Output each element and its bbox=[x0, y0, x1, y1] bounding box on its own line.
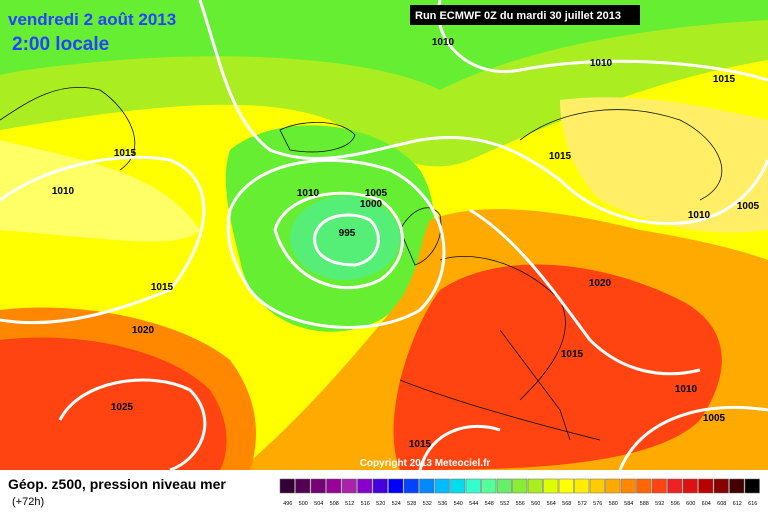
legend-label: 568 bbox=[562, 501, 571, 507]
legend-swatch bbox=[636, 478, 652, 494]
legend-label: 520 bbox=[376, 501, 385, 507]
isobar-label: 1005 bbox=[737, 201, 760, 212]
legend-swatch bbox=[729, 478, 745, 494]
legend-swatch bbox=[713, 478, 729, 494]
legend-label: 596 bbox=[671, 501, 680, 507]
legend-label: 508 bbox=[330, 501, 339, 507]
run-box bbox=[410, 5, 640, 25]
legend-label: 588 bbox=[640, 501, 649, 507]
legend-label: 584 bbox=[624, 501, 633, 507]
legend-label: 496 bbox=[283, 501, 292, 507]
legend-label: 516 bbox=[361, 501, 370, 507]
legend-label: 536 bbox=[438, 501, 447, 507]
legend-swatch bbox=[357, 478, 373, 494]
isobar-label: 1005 bbox=[365, 188, 388, 199]
isobar-label: 1015 bbox=[114, 148, 137, 159]
isobar-label: 1010 bbox=[297, 188, 320, 199]
legend-label: 544 bbox=[469, 501, 478, 507]
isobars bbox=[0, 0, 768, 472]
legend-swatch bbox=[667, 478, 683, 494]
legend-swatch bbox=[295, 478, 311, 494]
legend-swatch bbox=[620, 478, 636, 494]
isobar-label: 1005 bbox=[703, 413, 726, 424]
legend-swatch bbox=[496, 478, 512, 494]
legend-label: 564 bbox=[547, 501, 556, 507]
legend-label: 572 bbox=[578, 501, 587, 507]
legend-swatch bbox=[744, 478, 760, 494]
isobar-label: 1010 bbox=[688, 210, 711, 221]
isobar-label: 1010 bbox=[52, 186, 75, 197]
legend-swatch bbox=[341, 478, 357, 494]
legend-swatch bbox=[527, 478, 543, 494]
legend-swatch bbox=[419, 478, 435, 494]
time-text: 2:00 locale bbox=[12, 34, 109, 55]
legend-label: 552 bbox=[500, 501, 509, 507]
legend-swatch bbox=[558, 478, 574, 494]
isobar-label: 1010 bbox=[675, 384, 698, 395]
legend-swatch bbox=[512, 478, 528, 494]
isobar-label: 1020 bbox=[589, 278, 612, 289]
legend-swatch bbox=[543, 478, 559, 494]
footer-title: Géop. z500, pression niveau mer bbox=[8, 476, 226, 492]
legend-swatch bbox=[279, 478, 295, 494]
legend-swatch bbox=[434, 478, 450, 494]
legend-label: 532 bbox=[423, 501, 432, 507]
legend-swatch bbox=[403, 478, 419, 494]
isobar-label: 1025 bbox=[111, 402, 134, 413]
isobar-label: 1010 bbox=[590, 58, 613, 69]
isobar-label: 1015 bbox=[549, 151, 572, 162]
legend-label: 512 bbox=[345, 501, 354, 507]
isobar-label: 995 bbox=[339, 228, 356, 239]
legend-label: 604 bbox=[702, 501, 711, 507]
legend-label: 600 bbox=[686, 501, 695, 507]
legend-label: 560 bbox=[531, 501, 540, 507]
legend-swatch bbox=[651, 478, 667, 494]
legend-label: 548 bbox=[485, 501, 494, 507]
legend-label: 528 bbox=[407, 501, 416, 507]
legend-swatch bbox=[465, 478, 481, 494]
legend-label: 592 bbox=[655, 501, 664, 507]
legend-label: 608 bbox=[717, 501, 726, 507]
legend-label: 500 bbox=[299, 501, 308, 507]
coastlines bbox=[0, 86, 723, 441]
legend-swatch bbox=[481, 478, 497, 494]
isobar-label: 1015 bbox=[409, 439, 432, 450]
legend-swatch bbox=[372, 478, 388, 494]
legend-swatch bbox=[589, 478, 605, 494]
legend-label: 524 bbox=[392, 501, 401, 507]
legend-swatch bbox=[605, 478, 621, 494]
legend-label: 612 bbox=[733, 501, 742, 507]
legend-swatch bbox=[574, 478, 590, 494]
footer-lead: (+72h) bbox=[12, 496, 44, 508]
legend-label: 616 bbox=[748, 501, 757, 507]
legend-label: 556 bbox=[516, 501, 525, 507]
legend-label: 580 bbox=[609, 501, 618, 507]
legend-swatch bbox=[326, 478, 342, 494]
legend: 496 500 504 508 512 516 520 524 528 532 536 540 544 5… bbox=[279, 478, 760, 507]
copyright: Copyright 2013 Meteociel.fr bbox=[360, 458, 491, 469]
legend-swatch bbox=[388, 478, 404, 494]
legend-swatch bbox=[450, 478, 466, 494]
isobar-label: 1010 bbox=[432, 37, 455, 48]
isobar-label: 1015 bbox=[713, 74, 736, 85]
isobar-label: 1015 bbox=[561, 349, 584, 360]
isobar-label: 1015 bbox=[151, 282, 174, 293]
legend-label: 540 bbox=[454, 501, 463, 507]
legend-swatch bbox=[310, 478, 326, 494]
legend-label: 504 bbox=[314, 501, 323, 507]
date-text: vendredi 2 août 2013 bbox=[8, 10, 176, 29]
isobar-label: 1000 bbox=[360, 199, 383, 210]
legend-label: 576 bbox=[593, 501, 602, 507]
run-text: Run ECMWF 0Z du mardi 30 juillet 2013 bbox=[415, 10, 621, 22]
legend-swatch bbox=[698, 478, 714, 494]
legend-swatch bbox=[682, 478, 698, 494]
isobar-label: 1020 bbox=[132, 325, 155, 336]
